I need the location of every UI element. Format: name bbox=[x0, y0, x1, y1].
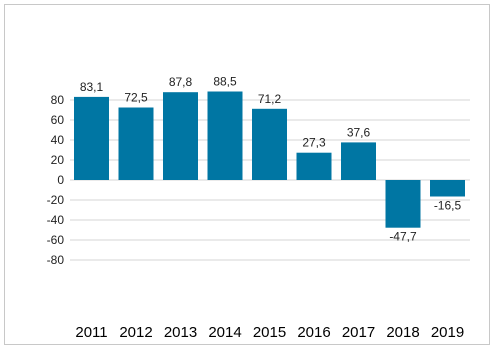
value-label-2017: 37,6 bbox=[347, 125, 371, 139]
bar-2016 bbox=[296, 152, 332, 180]
y-tick-label: 80 bbox=[51, 93, 65, 107]
x-tick-label-2019: 2019 bbox=[431, 324, 464, 341]
bar-2017 bbox=[341, 142, 376, 180]
bar-2014 bbox=[207, 91, 243, 180]
x-tick-label-2017: 2017 bbox=[342, 324, 375, 341]
value-label-2013: 87,8 bbox=[169, 75, 193, 89]
y-tick-label: -20 bbox=[47, 193, 65, 207]
y-tick-label: -40 bbox=[47, 213, 65, 227]
x-tick-label-2015: 2015 bbox=[253, 324, 286, 341]
bar-2011 bbox=[74, 96, 109, 180]
value-label-2014: 88,5 bbox=[213, 75, 237, 89]
y-tick-label: -60 bbox=[47, 233, 65, 247]
bar-2019 bbox=[430, 180, 465, 197]
x-axis-tick-labels: 2011 2012 2013 2014 2015 2016 2017 2018 2019 bbox=[75, 324, 464, 341]
x-tick-label-2014: 2014 bbox=[208, 324, 241, 341]
x-tick-label-2013: 2013 bbox=[164, 324, 197, 341]
x-tick-label-2018: 2018 bbox=[386, 324, 419, 341]
bar-2013 bbox=[163, 92, 198, 180]
y-tick-label: 0 bbox=[57, 173, 64, 187]
y-tick-label: -80 bbox=[47, 253, 65, 267]
y-tick-label: 60 bbox=[51, 113, 65, 127]
bar-2015 bbox=[252, 108, 287, 180]
x-tick-label-2016: 2016 bbox=[297, 324, 330, 341]
x-tick-label-2012: 2012 bbox=[119, 324, 152, 341]
y-tick-label: 20 bbox=[51, 153, 65, 167]
y-tick-label: 40 bbox=[51, 133, 65, 147]
value-label-2016: 27,3 bbox=[302, 136, 326, 150]
value-label-2018: -47,7 bbox=[389, 230, 417, 244]
value-label-2011: 83,1 bbox=[80, 80, 104, 94]
bars bbox=[74, 91, 465, 228]
value-label-2019: -16,5 bbox=[434, 199, 462, 213]
bar-value-labels: 83,1 72,5 87,8 88,5 71,2 27,3 37,6 -47,7 -16,5 bbox=[80, 75, 462, 244]
value-label-2015: 71,2 bbox=[258, 92, 282, 106]
value-label-2012: 72,5 bbox=[124, 91, 148, 105]
bar-2018 bbox=[385, 180, 421, 228]
y-axis-tick-labels: 80 60 40 20 0 -20 -40 -60 -80 bbox=[47, 93, 65, 267]
bar-2012 bbox=[118, 107, 154, 180]
x-tick-label-2011: 2011 bbox=[75, 324, 107, 341]
